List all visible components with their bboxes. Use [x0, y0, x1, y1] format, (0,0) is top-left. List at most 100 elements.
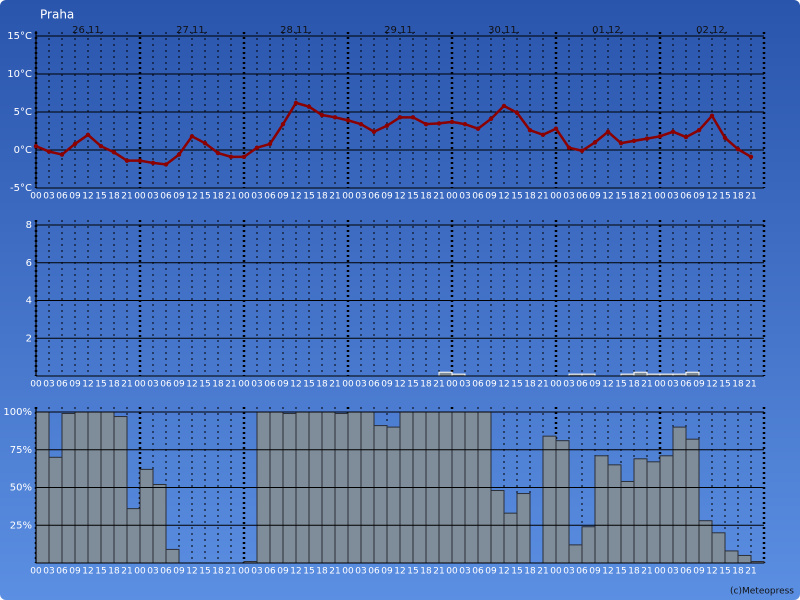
temperature-point [735, 147, 741, 152]
temperature-point [683, 134, 689, 140]
temperature-point [566, 145, 572, 150]
hour-label: 06 [368, 567, 380, 577]
hour-label: 06 [472, 380, 484, 390]
date-label: 28.11. [280, 25, 312, 36]
hour-label: 09 [485, 380, 497, 390]
hour-label: 03 [563, 380, 574, 390]
hour-label: 18 [524, 567, 536, 577]
temperature-point [631, 138, 637, 144]
bar [633, 458, 648, 564]
hour-label: 03 [147, 380, 158, 390]
temperature-point [59, 152, 65, 157]
temperature-point [579, 148, 585, 153]
temperature-point [371, 129, 377, 134]
bar [542, 435, 557, 564]
hour-label: 15 [511, 567, 522, 577]
hour-label: 09 [381, 567, 393, 577]
temperature-point [475, 126, 481, 131]
hour-label: 03 [563, 192, 574, 202]
hour-label: 00 [30, 192, 42, 202]
hour-label: 21 [641, 567, 652, 577]
hour-label: 18 [108, 380, 120, 390]
y-tick-label: 10°C [7, 69, 32, 80]
temperature-point [46, 149, 52, 154]
hour-label: 15 [719, 567, 730, 577]
hour-label: 03 [459, 192, 470, 202]
hour-label: 18 [524, 192, 536, 202]
hour-label: 03 [251, 567, 262, 577]
hour-label: 03 [563, 567, 574, 577]
hour-label: 12 [290, 567, 301, 577]
temperature-point [163, 162, 169, 167]
hour-label: 00 [134, 380, 146, 390]
temperature-point [462, 121, 468, 127]
hour-label: 12 [290, 380, 301, 390]
hour-label: 15 [615, 567, 626, 577]
temperature-point [436, 121, 442, 126]
temperature-point [670, 129, 676, 134]
temperature-point [748, 154, 754, 160]
temperature-point [618, 140, 624, 146]
hour-label: 00 [134, 567, 146, 577]
bar [711, 532, 726, 564]
temperature-point [293, 100, 299, 106]
hour-label: 09 [173, 192, 185, 202]
hour-label: 09 [69, 380, 81, 390]
hour-label: 18 [316, 567, 328, 577]
hour-label: 15 [615, 192, 626, 202]
temperature-point [215, 150, 221, 156]
y-tick-label: 0°C [14, 145, 32, 156]
hour-label: 03 [355, 567, 366, 577]
hour-label: 09 [69, 567, 81, 577]
y-tick-label: 25% [10, 520, 32, 531]
hour-label: 00 [238, 567, 250, 577]
hour-label: 15 [95, 567, 106, 577]
temperature-point [592, 140, 598, 145]
hour-label: 00 [342, 192, 354, 202]
hour-label: 15 [511, 192, 522, 202]
hour-label: 12 [290, 192, 301, 202]
hour-label: 03 [459, 380, 470, 390]
location-title: Praha [40, 8, 74, 22]
hour-label: 15 [199, 192, 210, 202]
hour-label: 03 [251, 380, 262, 390]
y-tick-label: 50% [10, 483, 32, 494]
hour-label: 03 [43, 567, 54, 577]
hour-label: 12 [602, 380, 613, 390]
bar [61, 413, 76, 564]
hour-label: 00 [342, 380, 354, 390]
hour-label: 12 [706, 380, 717, 390]
hour-label: 21 [641, 380, 652, 390]
temperature-point [657, 134, 663, 139]
temperature-point [124, 158, 130, 163]
temperature-point [423, 121, 429, 127]
temperature-point [410, 115, 416, 120]
bar [373, 425, 388, 564]
hour-label: 06 [368, 192, 380, 202]
hour-label: 21 [121, 192, 132, 202]
hour-label: 00 [342, 567, 354, 577]
hour-label: 06 [160, 192, 172, 202]
hour-label: 21 [329, 192, 340, 202]
y-tick-label: 6 [26, 258, 32, 269]
temperature-point [33, 144, 39, 149]
hour-label: 12 [82, 192, 93, 202]
hour-label: 12 [602, 567, 613, 577]
hour-label: 15 [511, 380, 522, 390]
bar [685, 438, 700, 564]
hour-label: 03 [43, 192, 54, 202]
hour-label: 15 [407, 192, 418, 202]
hour-label: 06 [680, 567, 692, 577]
bar [685, 371, 700, 377]
hour-label: 21 [121, 567, 132, 577]
hour-label: 09 [485, 567, 497, 577]
hour-label: 03 [251, 192, 262, 202]
hour-label: 21 [121, 380, 132, 390]
temperature-point [137, 158, 143, 163]
hour-label: 18 [420, 567, 432, 577]
temperature-point [397, 115, 403, 120]
y-tick-label: 4 [26, 296, 32, 307]
hour-label: 18 [732, 380, 744, 390]
hour-label: 12 [498, 380, 509, 390]
temperature-point [488, 116, 494, 122]
